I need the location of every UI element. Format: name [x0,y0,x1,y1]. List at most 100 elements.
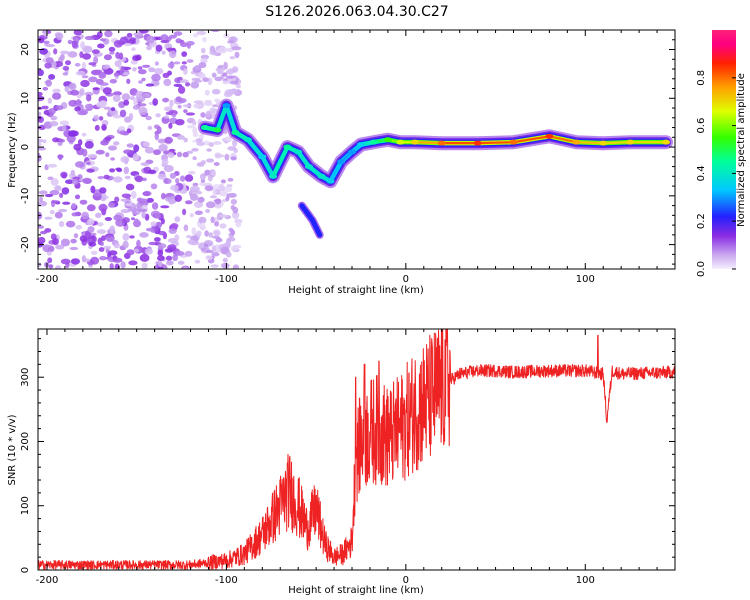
noise-blob [103,245,112,250]
y-tick-label: 20 [20,43,31,56]
ridge-point [317,173,326,179]
noise-blob [100,38,106,42]
noise-blob [191,227,197,235]
noise-blob [40,230,47,235]
y-tick-label: 200 [20,432,31,451]
noise-blob [97,43,105,49]
spectrogram-x-ticks: -200 -100 0 100 [36,30,676,285]
noise-blob [38,69,44,77]
noise-blob [134,218,139,225]
noise-blob [193,104,200,109]
noise-blob [227,146,237,151]
noise-blob [163,78,172,87]
branch-core [299,203,323,238]
noise-blob [65,220,76,228]
noise-blob [88,241,97,247]
noise-blob [114,60,122,68]
spectrogram-frame [37,29,676,270]
noise-blob [104,217,113,221]
noise-blob [54,211,63,219]
noise-blob [99,187,107,194]
noise-blob [165,255,173,261]
noise-blob [205,201,216,209]
noise-blob [192,132,199,138]
noise-blob [70,258,81,265]
noise-blob [103,174,110,180]
noise-blob [235,221,242,228]
noise-blob [209,195,218,199]
noise-blob [227,177,234,182]
noise-blob [208,142,214,148]
noise-blob [42,244,52,248]
ridge-point [348,149,357,155]
noise-blob [88,62,96,66]
noise-blob [113,176,123,183]
noise-blob [135,90,145,99]
noise-blob [80,79,90,88]
noise-blob [128,112,134,121]
noise-blob [52,88,61,94]
noise-blob [55,32,64,41]
noise-blob [102,65,109,70]
snr-panel: -200 -100 0 100 0 100 200 300 Height of straig… [7,328,676,596]
noise-blob [108,250,118,256]
noise-blob [78,139,83,146]
noise-blob [191,148,199,152]
noise-blob [161,192,166,200]
noise-blob [84,91,94,97]
y-tick-label: 10 [20,92,31,105]
noise-blob [98,247,105,252]
noise-blob [123,166,130,175]
noise-blob [109,225,116,234]
noise-blob [74,106,81,112]
noise-blob [194,79,203,83]
ridge-segment-core [261,155,275,178]
noise-blob [154,132,159,141]
noise-blob [160,205,170,209]
noise-blob [226,68,234,75]
noise-blob [146,35,155,44]
noise-blob [144,146,154,154]
noise-blob [200,160,207,165]
noise-blob [100,100,107,107]
x-tick-label: 0 [403,575,409,586]
noise-blob [182,208,187,216]
ridge-point [509,139,518,145]
noise-blob [81,75,89,79]
noise-blob [202,37,207,43]
noise-blob [70,238,77,244]
noise-blob [44,216,53,220]
noise-blob [209,50,218,56]
noise-blob [70,89,79,96]
ridge-point [337,159,346,165]
noise-blob [133,98,138,106]
noise-blob [229,80,239,85]
noise-blob [231,211,240,220]
noise-blob [206,148,212,152]
noise-blob [136,197,143,203]
noise-blob [48,264,54,269]
noise-blob [230,198,237,205]
noise-blob [120,65,125,74]
y-tick-label: 0 [20,144,31,150]
noise-blob [93,56,99,65]
noise-blob [196,30,207,36]
ridge-segment-core [246,138,264,158]
noise-blob [230,245,239,252]
snr-x-ticks: -200 -100 0 100 [36,329,676,586]
noise-blob [87,154,98,158]
noise-blob [120,156,130,163]
ridge-segment-core [329,160,343,183]
noise-blob [132,153,139,161]
noise-blob [116,168,123,173]
noise-blob [175,178,180,184]
noise-blob [186,125,196,129]
noise-blob [186,59,194,63]
noise-blob [86,161,91,165]
noise-blob [211,72,217,78]
noise-blob [42,86,49,91]
noise-blob [95,212,102,218]
noise-blob [214,221,220,227]
noise-blob [190,185,200,193]
noise-blob [58,208,68,213]
